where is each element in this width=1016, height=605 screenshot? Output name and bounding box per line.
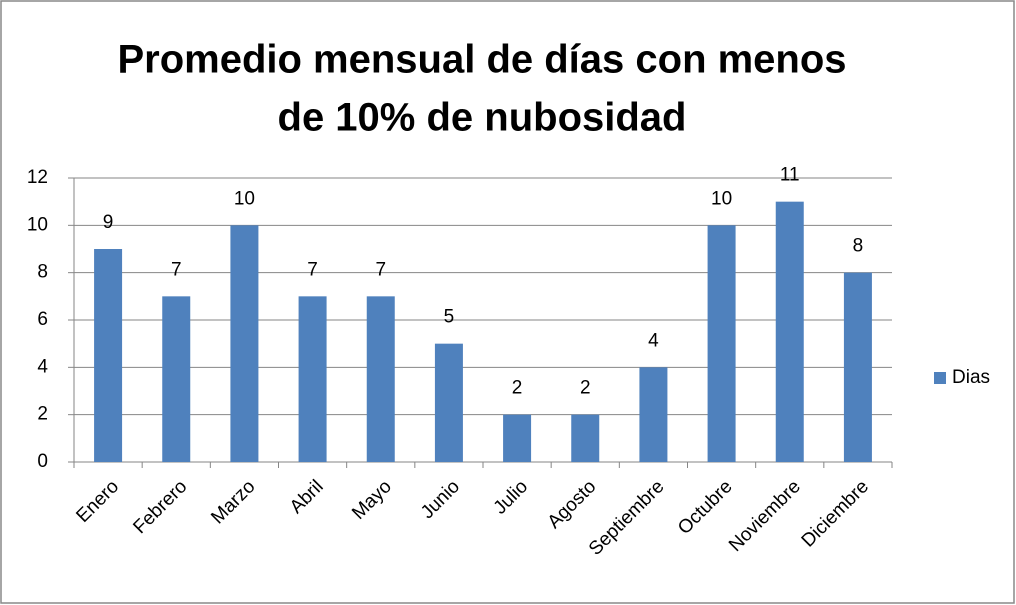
data-label: 4 xyxy=(648,330,659,351)
y-tick-label: 6 xyxy=(37,309,48,330)
data-label: 7 xyxy=(307,259,318,280)
data-label: 11 xyxy=(780,165,800,186)
bar xyxy=(571,414,600,462)
data-label: 10 xyxy=(711,188,732,209)
data-label: 2 xyxy=(512,378,523,399)
y-tick-label: 0 xyxy=(37,451,48,472)
data-label: 2 xyxy=(580,378,591,399)
data-label: 7 xyxy=(171,259,182,280)
data-label: 5 xyxy=(444,307,455,328)
bar xyxy=(503,414,532,462)
bar xyxy=(434,343,463,462)
bar xyxy=(298,296,327,462)
bar xyxy=(843,272,872,462)
bar xyxy=(639,367,668,462)
y-tick-label: 8 xyxy=(37,262,48,283)
bar xyxy=(707,225,736,462)
y-tick-label: 4 xyxy=(37,356,48,377)
data-label: 7 xyxy=(375,259,386,280)
bar xyxy=(162,296,191,462)
data-label: 8 xyxy=(853,236,864,257)
chart-title: Promedio mensual de días con menos xyxy=(117,38,846,82)
legend-marker xyxy=(934,372,946,384)
bar xyxy=(230,225,259,462)
bar xyxy=(366,296,395,462)
y-tick-label: 10 xyxy=(27,214,48,235)
chart-title: de 10% de nubosidad xyxy=(278,96,687,140)
legend-label: Dias xyxy=(952,367,990,388)
bar xyxy=(775,201,804,462)
data-label: 9 xyxy=(103,212,114,233)
y-tick-label: 12 xyxy=(27,167,48,188)
y-tick-label: 2 xyxy=(37,404,48,425)
data-label: 10 xyxy=(234,188,255,209)
bar xyxy=(94,249,123,462)
